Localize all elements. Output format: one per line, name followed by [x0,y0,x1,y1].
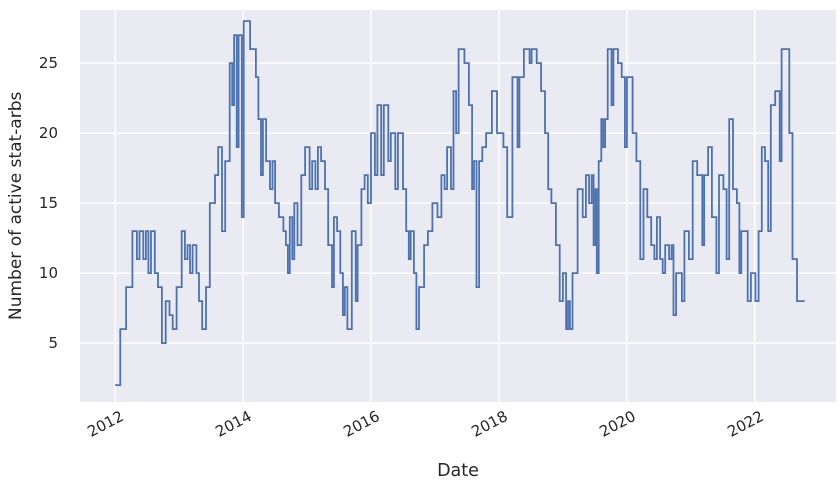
y-tick-label: 15 [38,194,58,213]
y-tick-label: 20 [38,124,58,143]
y-tick-label: 10 [38,264,58,283]
x-axis-label: Date [437,461,479,481]
y-tick-label: 25 [38,54,58,73]
y-tick-label: 5 [48,334,58,353]
